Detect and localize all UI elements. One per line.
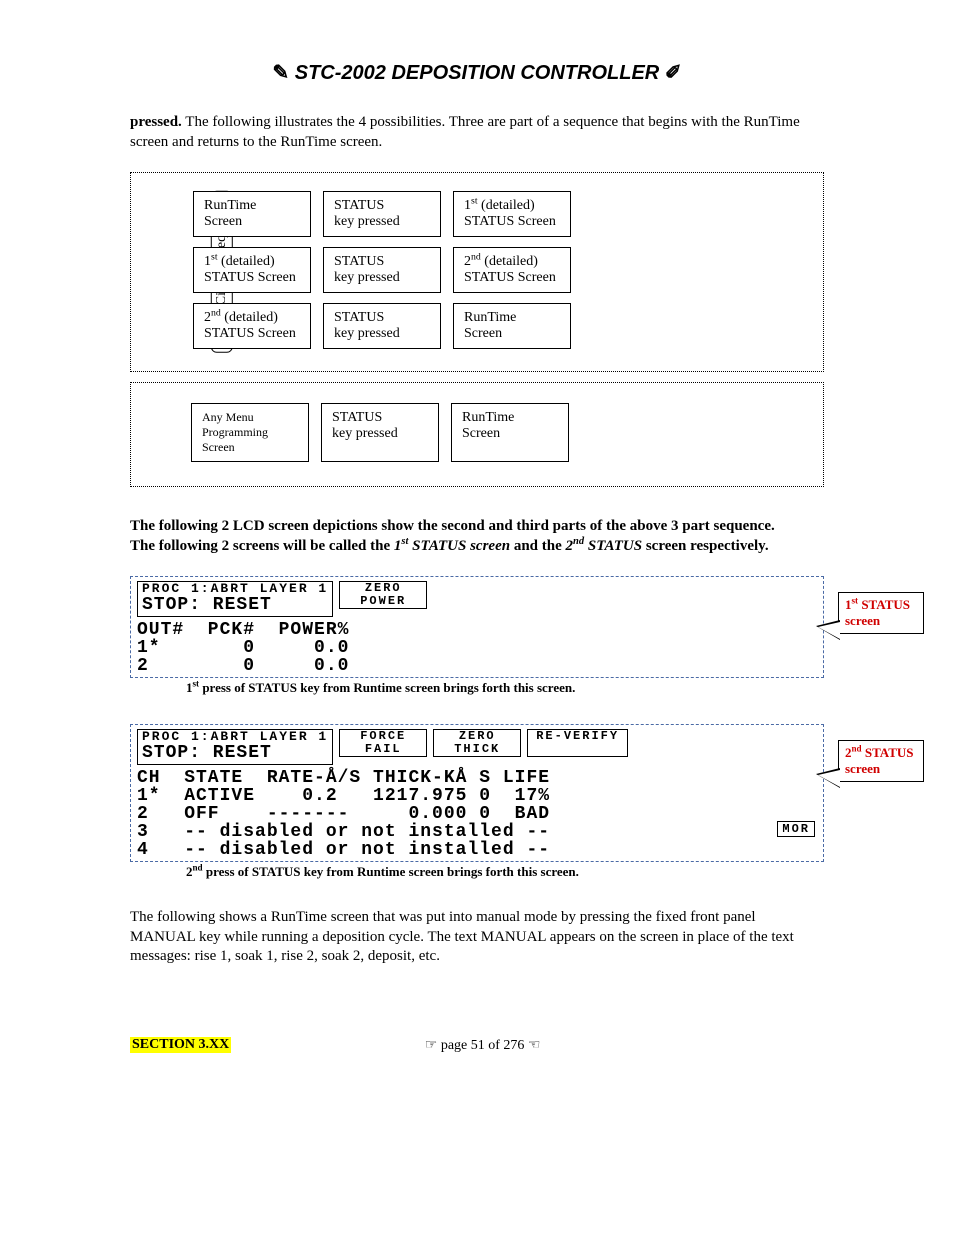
intro-paragraph: pressed. The following illustrates the 4…	[130, 113, 824, 152]
lcd2-button: RE-VERIFY	[527, 729, 628, 757]
header-left-wing: ✎	[272, 62, 289, 84]
flow-box: RunTimeScreen	[193, 191, 311, 237]
header-right-wing: ✐	[665, 62, 682, 84]
flow-box: Any MenuProgrammingScreen	[191, 403, 309, 462]
mid-paragraph: The following 2 LCD screen depictions sh…	[130, 517, 824, 556]
section-marker: SECTION 3.XX	[130, 1037, 231, 1053]
flow-box: 2nd (detailed)STATUS Screen	[453, 247, 571, 293]
flow-box: STATUSkey pressed	[323, 303, 441, 349]
flowchart-fourth-row: Any MenuProgrammingScreenSTATUSkey press…	[130, 382, 824, 487]
page-number: ☞ page 51 of 276 ☜	[425, 1037, 541, 1054]
lcd-screen-1-section: PROC 1:ABRT LAYER 1 STOP: RESET ZERO POW…	[130, 576, 824, 696]
intro-rest: The following illustrates the 4 possibil…	[130, 114, 800, 150]
lcd2-callout: 2nd STATUS screen	[838, 740, 924, 782]
flow-box: STATUSkey pressed	[323, 191, 441, 237]
lcd1-caption: 1st press of STATUS key from Runtime scr…	[186, 680, 824, 696]
lcd2-caption: 2nd press of STATUS key from Runtime scr…	[186, 864, 824, 880]
flow-box: 2nd (detailed)STATUS Screen	[193, 303, 311, 349]
lcd2-more-button: MOR	[777, 821, 815, 837]
flow-box: STATUSkey pressed	[323, 247, 441, 293]
lcd-screen-2: PROC 1:ABRT LAYER 1 STOP: RESET FORCEFAI…	[130, 724, 824, 862]
header-title: STC-2002 DEPOSITION CONTROLLER	[295, 62, 660, 84]
lcd1-body: OUT# PCK# POWER% 1* 0 0.0 2 0 0.0	[137, 621, 817, 675]
intro-lead: pressed.	[130, 114, 182, 130]
lcd1-zero-power-button: ZERO POWER	[339, 581, 427, 609]
flow-box: 1st (detailed)STATUS Screen	[453, 191, 571, 237]
lcd1-callout: 1st STATUS screen	[838, 592, 924, 634]
flow-box: RunTimeScreen	[451, 403, 569, 462]
lcd2-button: FORCEFAIL	[339, 729, 427, 757]
page-header: ✎ STC-2002 DEPOSITION CONTROLLER ✐	[130, 60, 824, 85]
lcd2-button: ZEROTHICK	[433, 729, 521, 757]
tail-paragraph: The following shows a RunTime screen tha…	[130, 908, 824, 967]
lcd2-body: CH STATE RATE-Å/S THICK-KÅ S LIFE 1* ACT…	[137, 769, 817, 859]
flow-box: RunTimeScreen	[453, 303, 571, 349]
lcd1-header: PROC 1:ABRT LAYER 1 STOP: RESET	[137, 581, 333, 617]
lcd2-header: PROC 1:ABRT LAYER 1 STOP: RESET	[137, 729, 333, 765]
flow-box: STATUSkey pressed	[321, 403, 439, 462]
lcd-screen-1: PROC 1:ABRT LAYER 1 STOP: RESET ZERO POW…	[130, 576, 824, 678]
page-footer: SECTION 3.XX ☞ page 51 of 276 ☜	[130, 1037, 824, 1054]
flowchart-sequence: 3 Part Circular Sequence RunTimeScreenST…	[130, 172, 824, 372]
lcd-screen-2-section: PROC 1:ABRT LAYER 1 STOP: RESET FORCEFAI…	[130, 724, 824, 880]
flow-box: 1st (detailed)STATUS Screen	[193, 247, 311, 293]
